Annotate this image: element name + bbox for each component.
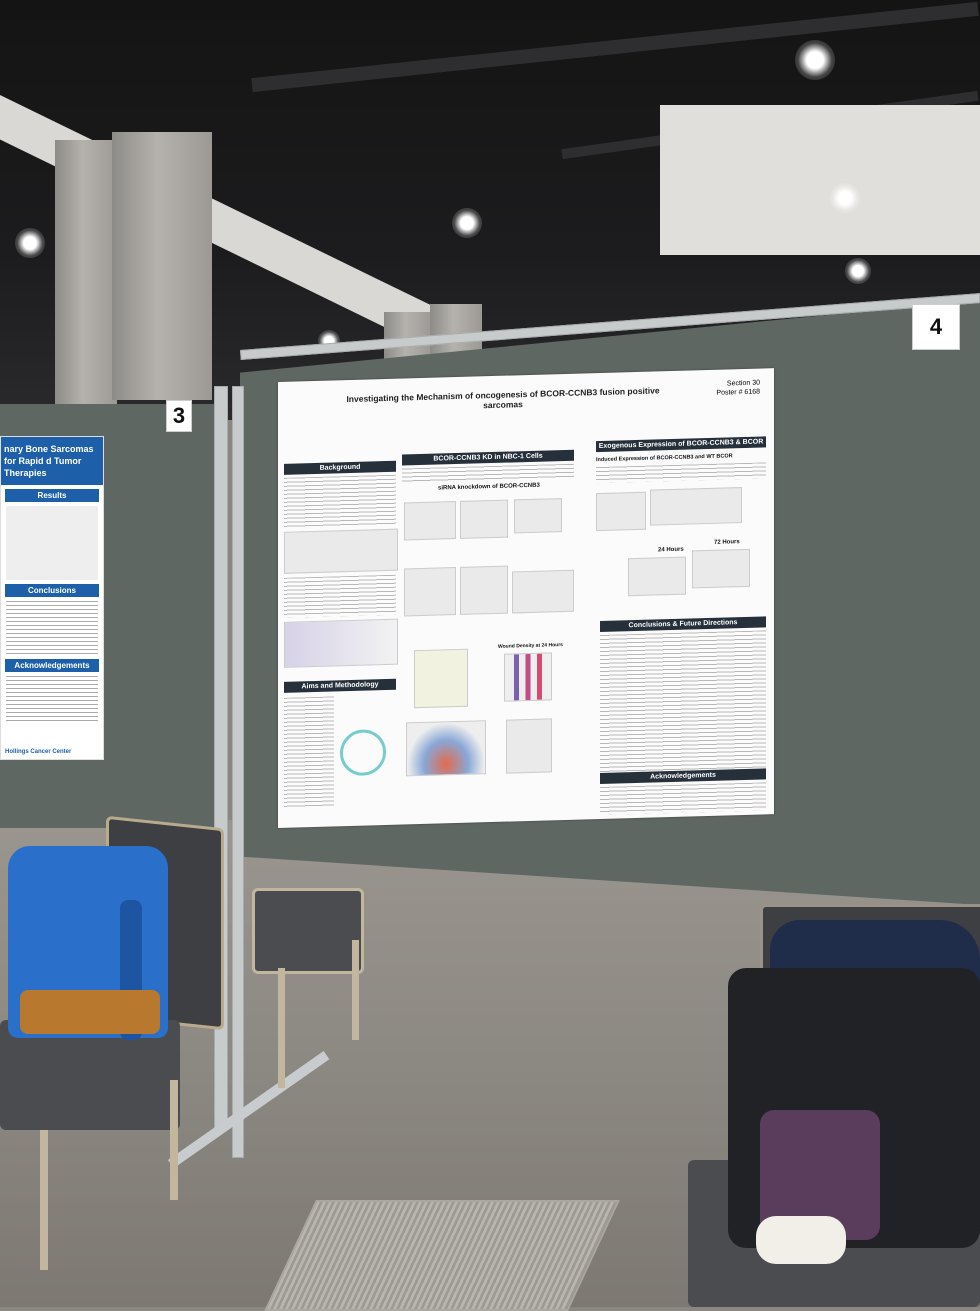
acknowledgements-text (600, 782, 766, 816)
wound-healing-figure (414, 648, 468, 709)
timecourse-chart (628, 556, 686, 597)
background-figure (284, 618, 398, 668)
chair-leg (40, 1130, 48, 1270)
vector-map-figure (340, 728, 386, 777)
conclusions-text (600, 630, 766, 774)
main-poster: Investigating the Mechanism of oncogenes… (278, 368, 774, 828)
knockdown-text (402, 463, 574, 483)
ceiling-light (830, 183, 860, 213)
concrete-column (112, 132, 212, 400)
ceiling-light (452, 208, 482, 238)
concrete-column (55, 140, 117, 410)
wound-density-heading: Wound Density at 24 Hours (498, 642, 563, 650)
ceiling-light (15, 228, 45, 258)
chair-seat (0, 1020, 180, 1130)
western-blot-figure (650, 487, 742, 526)
volcano-plot (406, 720, 486, 777)
proliferation-chart (404, 567, 456, 617)
left-poster-text (6, 601, 98, 655)
proliferation-chart (460, 565, 508, 615)
hall-wall (660, 105, 980, 255)
ceiling-light (845, 258, 871, 284)
left-poster-section-conclusions: Conclusions (5, 584, 99, 597)
flow-cytometry-figure (512, 569, 574, 614)
poster-section-number: Section 30 Poster # 6168 (716, 379, 760, 398)
background-figure (284, 528, 398, 574)
ceiling-light (795, 40, 835, 80)
western-blot-figure (514, 498, 562, 534)
left-poster-section-results: Results (5, 489, 99, 502)
expression-bar-chart (596, 491, 646, 532)
left-poster-section-acknowledgements: Acknowledgements (5, 659, 99, 672)
sirna-heading: siRNA knockdown of BCOR-CCNB3 (438, 482, 540, 492)
white-cloth (756, 1216, 846, 1264)
wound-density-chart (504, 652, 552, 702)
aims-text (284, 696, 334, 808)
left-poster-text (6, 676, 98, 724)
chair-leg (352, 940, 359, 1040)
board-frame-post (232, 386, 244, 1158)
section-conclusions: Conclusions & Future Directions (600, 616, 766, 633)
section-knockdown: BCOR-CCNB3 KD in NBC-1 Cells (402, 449, 574, 466)
left-poster: nary Bone Sarcomas for Rapid d Tumor The… (0, 436, 104, 760)
gene-table-figure (506, 718, 552, 774)
chair-seat (252, 888, 364, 974)
left-poster-footer: Hollings Cancer Center (5, 749, 72, 755)
western-blot-figure (404, 501, 456, 541)
section-aims: Aims and Methodology (284, 678, 396, 693)
72-hours-heading: 72 Hours (714, 539, 740, 546)
chair-leg (278, 968, 285, 1088)
poster-title: Investigating the Mechanism of oncogenes… (346, 385, 660, 411)
chair-leg (170, 1080, 178, 1200)
induced-expression-heading: Induced Expression of BCOR-CCNB3 and WT … (596, 453, 733, 464)
floor-grate (264, 1200, 620, 1311)
section-background: Background (284, 460, 396, 475)
backpack-bottom (20, 990, 160, 1034)
booth-number-card-right: 4 (912, 304, 960, 350)
section-exogenous: Exogenous Expression of BCOR-CCNB3 & BCO… (596, 436, 766, 453)
left-poster-title: nary Bone Sarcomas for Rapid d Tumor The… (1, 437, 103, 485)
booth-number-card-left: 3 (166, 400, 192, 432)
left-poster-figure (6, 506, 98, 580)
background-text (284, 474, 396, 528)
background-text (284, 574, 396, 618)
timecourse-chart (692, 548, 750, 589)
poster-number: Poster # 6168 (716, 388, 760, 397)
24-hours-heading: 24 Hours (658, 546, 684, 554)
sirna-bar-chart (460, 499, 508, 539)
exogenous-text (596, 462, 766, 484)
